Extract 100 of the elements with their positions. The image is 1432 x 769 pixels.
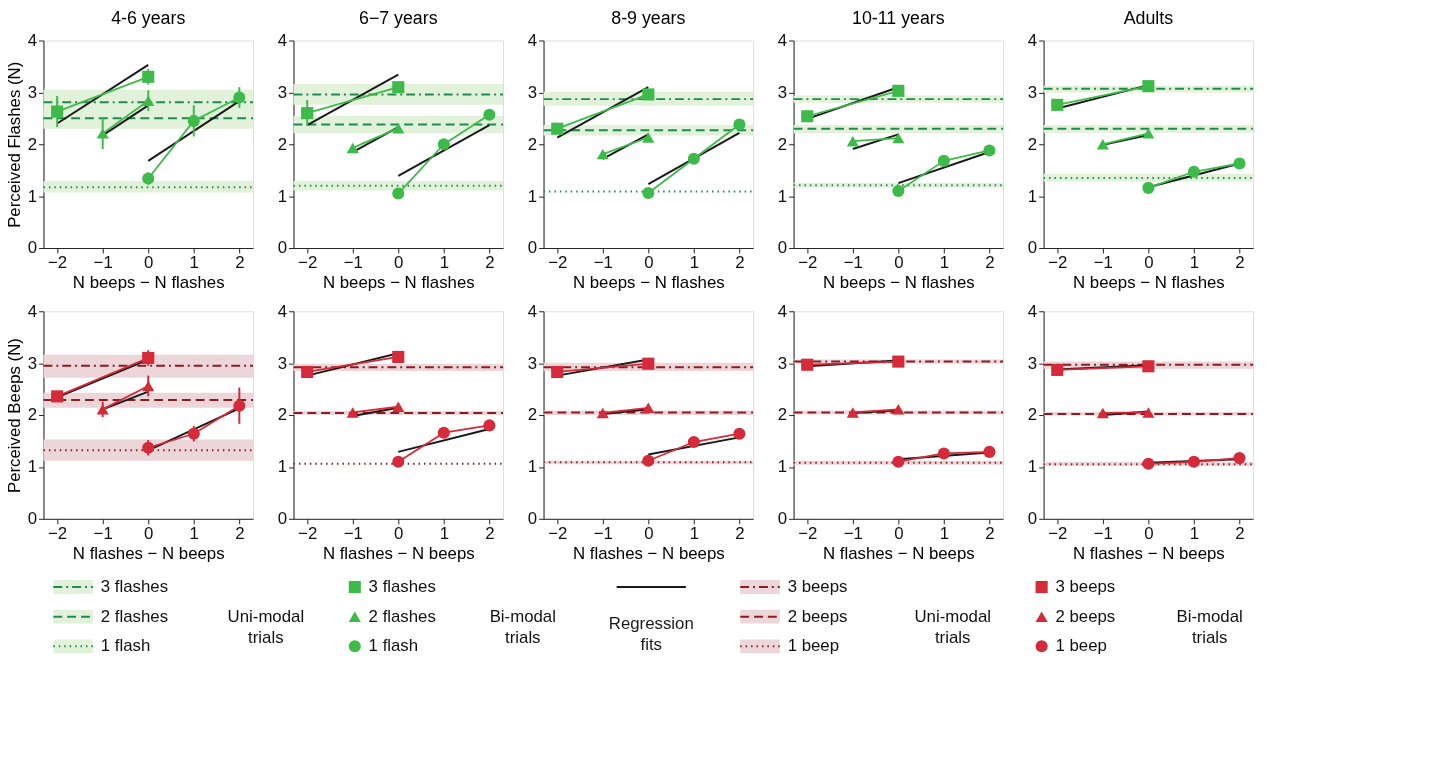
x-tick-label: 0	[644, 253, 654, 273]
y-tick-label: 1	[527, 457, 538, 477]
x-axis-title: N flashes − N beeps	[822, 543, 975, 563]
y-tick-label: 1	[1027, 457, 1038, 477]
y-tick-label: 4	[527, 30, 538, 50]
x-tick-label: −2	[548, 524, 568, 544]
x-tick-label: −2	[48, 524, 68, 544]
x-tick-label: 2	[735, 253, 745, 273]
x-axis-title: N beeps − N flashes	[72, 273, 225, 293]
x-tick-label: 1	[939, 253, 950, 273]
legend-label: 1 flash	[368, 636, 419, 656]
text: Uni-modal trials	[227, 606, 305, 648]
legend-label: 1 flash	[100, 636, 151, 656]
legend-label: 3 flashes	[368, 576, 436, 596]
x-tick-label: −1	[1093, 524, 1113, 544]
text: Bi-modal trials	[489, 606, 556, 648]
x-tick-label: 0	[1144, 524, 1154, 544]
text: Regression fits	[608, 613, 694, 655]
x-tick-label: −1	[1093, 253, 1113, 273]
y-tick-label: 4	[27, 30, 38, 50]
y-tick-label: 4	[777, 30, 788, 50]
y-tick-label: 3	[777, 82, 788, 102]
y-tick-label: 2	[527, 134, 538, 154]
x-tick-label: 2	[485, 524, 495, 544]
y-tick-label: 3	[777, 353, 788, 373]
y-tick-label: 0	[27, 238, 38, 258]
x-tick-label: −1	[343, 253, 363, 273]
x-tick-label: 2	[235, 253, 245, 273]
y-axis-title: Perceived Beeps (N)	[4, 338, 24, 494]
y-tick-label: 4	[27, 301, 38, 321]
y-tick-label: 0	[777, 238, 788, 258]
y-tick-label: 2	[27, 134, 38, 154]
text: Bi-modal trials	[1176, 606, 1243, 648]
x-tick-label: 0	[394, 524, 404, 544]
x-tick-label: 1	[189, 524, 199, 544]
x-tick-label: 1	[1189, 253, 1200, 273]
x-tick-label: 2	[985, 253, 995, 273]
chart-title: Adults	[1123, 7, 1174, 28]
x-tick-label: 0	[1144, 253, 1154, 273]
y-tick-label: 3	[27, 82, 38, 102]
x-tick-label: −2	[1048, 524, 1068, 544]
x-tick-label: 2	[485, 253, 495, 273]
y-tick-label: 0	[777, 509, 788, 529]
y-tick-label: 2	[777, 134, 788, 154]
x-tick-label: 1	[689, 524, 700, 544]
y-tick-label: 1	[1027, 186, 1038, 206]
y-tick-label: 3	[527, 353, 538, 373]
x-axis-title: N beeps − N flashes	[1072, 273, 1225, 293]
legend-label: 2 flashes	[368, 606, 436, 626]
y-tick-label: 0	[527, 509, 538, 529]
y-tick-label: 1	[277, 186, 288, 206]
x-tick-label: 1	[939, 524, 950, 544]
legend-label: 1 beep	[787, 636, 840, 656]
x-axis-title: N beeps − N flashes	[822, 273, 975, 293]
y-tick-label: 2	[277, 134, 288, 154]
x-axis-title: N flashes − N beeps	[1072, 543, 1225, 563]
y-tick-label: 1	[777, 457, 788, 477]
x-tick-label: 0	[644, 524, 654, 544]
legend-label: 3 beeps	[787, 576, 848, 596]
y-axis-title: Perceived Flashes (N)	[4, 61, 24, 228]
y-tick-label: 2	[527, 405, 538, 425]
x-tick-label: −1	[843, 253, 863, 273]
x-tick-label: −1	[93, 524, 113, 544]
y-tick-label: 2	[777, 405, 788, 425]
y-tick-label: 4	[277, 301, 288, 321]
text: Uni-modal trials	[914, 606, 991, 648]
x-tick-label: 2	[735, 524, 745, 544]
y-tick-label: 4	[277, 30, 288, 50]
y-tick-label: 0	[527, 238, 538, 258]
y-tick-label: 4	[1027, 301, 1038, 321]
y-tick-label: 0	[1027, 238, 1038, 258]
y-tick-label: 1	[27, 186, 38, 206]
legend-label: 2 beeps	[1055, 606, 1116, 626]
y-tick-label: 0	[277, 509, 288, 529]
chart-title: 4-6 years	[111, 7, 186, 28]
y-tick-label: 3	[27, 353, 38, 373]
y-tick-label: 2	[277, 405, 288, 425]
x-tick-label: 0	[144, 253, 154, 273]
y-tick-label: 1	[27, 457, 38, 477]
y-tick-label: 2	[27, 405, 38, 425]
x-tick-label: 2	[1235, 524, 1245, 544]
x-tick-label: −1	[593, 253, 613, 273]
x-tick-label: −2	[48, 253, 68, 273]
x-tick-label: −2	[798, 524, 818, 544]
y-tick-label: 3	[527, 82, 538, 102]
x-tick-label: 2	[235, 524, 245, 544]
y-tick-label: 3	[1027, 82, 1038, 102]
x-tick-label: 0	[894, 253, 904, 273]
x-tick-label: 0	[894, 524, 904, 544]
x-tick-label: −2	[298, 524, 318, 544]
chart-title: 8-9 years	[611, 7, 686, 28]
x-tick-label: 1	[1189, 524, 1200, 544]
x-tick-label: 0	[394, 253, 404, 273]
x-tick-label: −1	[843, 524, 863, 544]
x-tick-label: −2	[548, 253, 568, 273]
y-tick-label: 3	[1027, 353, 1038, 373]
y-tick-label: 1	[777, 186, 788, 206]
x-tick-label: −1	[93, 253, 113, 273]
y-tick-label: 3	[277, 353, 288, 373]
y-tick-label: 1	[277, 457, 288, 477]
